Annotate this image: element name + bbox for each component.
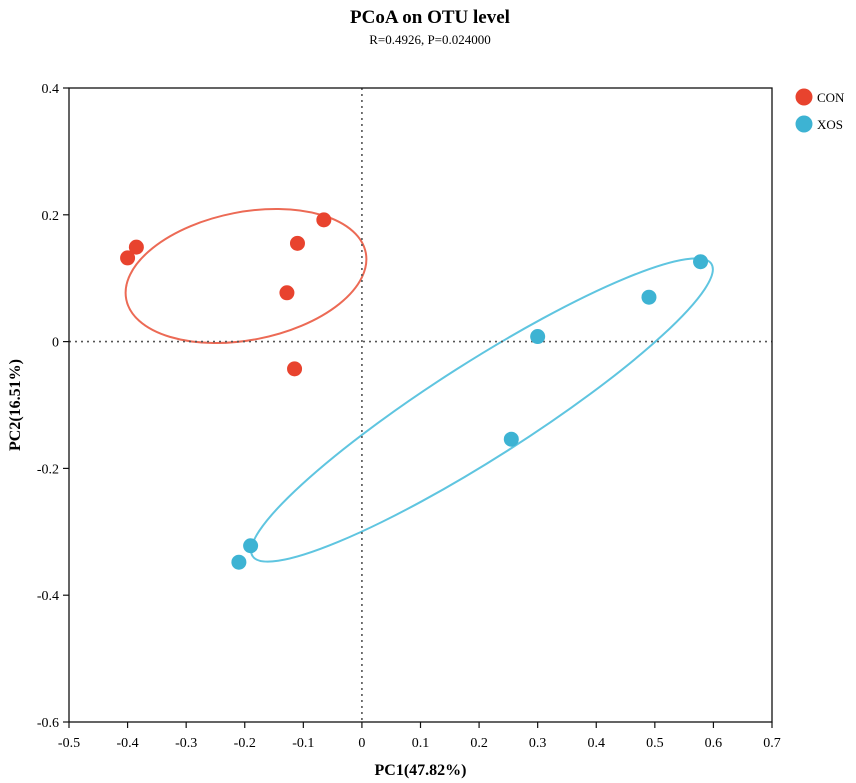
x-tick-label: -0.5 — [58, 736, 80, 751]
legend-marker-xos — [795, 115, 813, 133]
y-tick-label: 0.2 — [42, 209, 60, 224]
x-tick-label: 0.1 — [412, 736, 430, 751]
point-con — [279, 285, 295, 301]
point-xos — [243, 538, 259, 554]
legend-label-con: CON — [817, 90, 845, 105]
plot-area-frame — [68, 87, 773, 723]
y-tick-label: 0.4 — [42, 82, 60, 97]
point-xos — [641, 289, 657, 305]
y-tick-label: -0.4 — [37, 589, 59, 604]
ellipse-con — [124, 208, 368, 344]
y-axis-title: PC2(16.51%) — [7, 359, 24, 451]
y-tick-label: 0 — [52, 336, 59, 351]
x-tick-label: 0 — [358, 736, 365, 751]
reference-lines — [69, 88, 772, 722]
y-tick-label: -0.2 — [37, 462, 59, 477]
confidence-ellipses — [124, 208, 714, 563]
legend-marker-con — [795, 88, 813, 106]
x-tick-label: -0.2 — [234, 736, 256, 751]
data-points — [120, 212, 709, 570]
point-con — [287, 361, 303, 377]
legend-label-xos: XOS — [817, 117, 843, 132]
y-tick-label: -0.6 — [37, 716, 59, 731]
y-axis: -0.6 -0.4 -0.2 0 0.2 0.4 — [37, 82, 69, 731]
point-xos — [231, 554, 247, 570]
x-tick-label: 0.6 — [705, 736, 723, 751]
point-con — [128, 239, 144, 255]
x-tick-label: 0.5 — [646, 736, 664, 751]
x-tick-label: -0.3 — [175, 736, 197, 751]
x-tick-label: -0.1 — [292, 736, 314, 751]
x-axis: -0.5 -0.4 -0.3 -0.2 -0.1 0 0.1 0.2 0.3 0.4 0.5 0.6 0… — [58, 722, 781, 751]
x-axis-title: PC1(47.82%) — [375, 762, 467, 779]
point-con — [289, 235, 305, 251]
point-xos — [693, 254, 709, 270]
ellipse-xos — [250, 257, 714, 563]
x-tick-label: 0.7 — [763, 736, 781, 751]
point-xos — [530, 329, 546, 345]
x-tick-label: -0.4 — [116, 736, 138, 751]
x-tick-label: 0.2 — [470, 736, 488, 751]
point-xos — [503, 431, 519, 447]
legend: CON XOS — [795, 88, 845, 133]
chart-subtitle: R=0.4926, P=0.024000 — [369, 32, 491, 47]
point-con — [316, 212, 332, 228]
chart-title: PCoA on OTU level — [350, 7, 510, 28]
point-con — [120, 250, 136, 266]
x-tick-label: 0.3 — [529, 736, 547, 751]
x-tick-label: 0.4 — [588, 736, 606, 751]
